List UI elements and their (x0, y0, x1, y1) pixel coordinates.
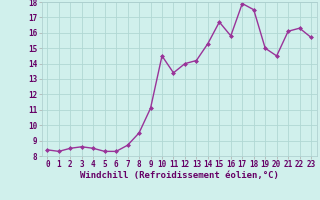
X-axis label: Windchill (Refroidissement éolien,°C): Windchill (Refroidissement éolien,°C) (80, 171, 279, 180)
